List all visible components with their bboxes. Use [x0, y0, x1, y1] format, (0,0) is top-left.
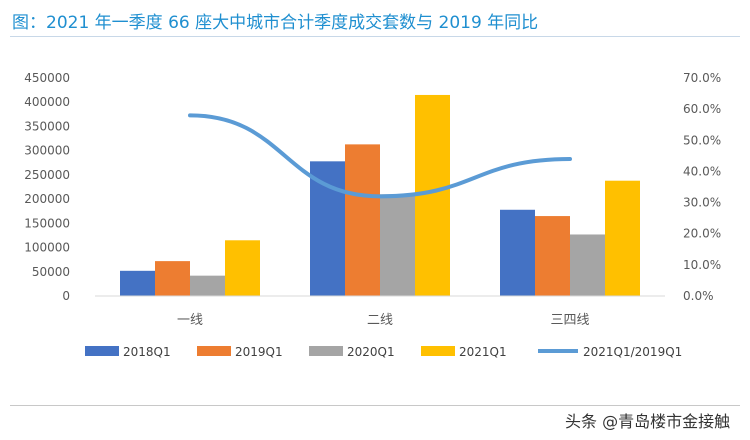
y-tick-label: 300000 [24, 144, 70, 158]
x-tick-label: 二线 [367, 313, 393, 328]
bar-2021q1 [605, 180, 640, 296]
bar-2021q1 [225, 240, 260, 296]
bar-2020q1 [380, 194, 415, 296]
y2-tick-label: 70.0% [683, 71, 721, 85]
bar-2020q1 [570, 234, 605, 296]
y-tick-label: 450000 [24, 71, 70, 85]
bar-2019q1 [345, 144, 380, 296]
legend-label: 2020Q1 [347, 345, 395, 359]
bar-2019q1 [155, 261, 190, 296]
legend-label: 2018Q1 [123, 345, 171, 359]
legend-label: 2021Q1 [459, 345, 507, 359]
y2-tick-label: 10.0% [683, 258, 721, 272]
bar-2018q1 [500, 209, 535, 296]
y-tick-label: 150000 [24, 216, 70, 230]
y2-tick-label: 60.0% [683, 102, 721, 116]
x-tick-label: 一线 [177, 313, 203, 328]
y-tick-label: 50000 [32, 265, 70, 279]
x-tick-label: 三四线 [550, 313, 589, 328]
y-tick-label: 200000 [24, 192, 70, 206]
legend-swatch-2020q1 [309, 346, 343, 356]
ratio-line [188, 113, 572, 199]
y-tick-label: 0 [62, 289, 70, 303]
y2-tick-label: 50.0% [683, 133, 721, 147]
legend-swatch-2021q1 [421, 346, 455, 356]
y-tick-label: 350000 [24, 119, 70, 133]
title-divider [10, 36, 740, 37]
watermark-text: 头条 @青岛楼市金接触 [565, 412, 731, 431]
y2-tick-label: 30.0% [683, 196, 721, 210]
legend-label: 2021Q1/2019Q1 [583, 345, 682, 359]
combo-chart: 0 50000 100000 150000 200000 250000 300000 3500… [24, 71, 721, 359]
y-tick-label: 400000 [24, 95, 70, 109]
legend-swatch-2018q1 [85, 346, 119, 356]
bar-2020q1 [190, 275, 225, 296]
y-tick-label: 250000 [24, 168, 70, 182]
bar-2019q1 [535, 216, 570, 296]
y2-tick-label: 20.0% [683, 227, 721, 241]
chart-title: 图：2021 年一季度 66 座大中城市合计季度成交套数与 2019 年同比 [12, 13, 539, 33]
bar-2018q1 [310, 161, 345, 296]
y2-tick-label: 0.0% [683, 289, 714, 303]
bar-2018q1 [120, 270, 155, 296]
y2-tick-label: 40.0% [683, 164, 721, 178]
legend-swatch-2019q1 [197, 346, 231, 356]
y-tick-label: 100000 [24, 241, 70, 255]
footer-divider [10, 405, 740, 406]
legend-label: 2019Q1 [235, 345, 283, 359]
